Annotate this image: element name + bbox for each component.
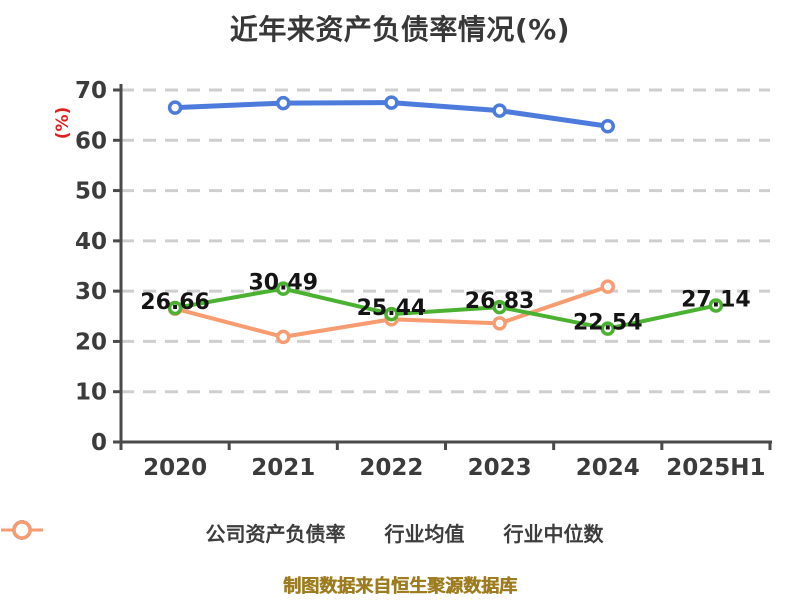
data-point (167, 100, 183, 115)
y-tick-label: 60 (75, 128, 107, 154)
y-tick-label: 70 (75, 78, 107, 104)
y-tick-label: 20 (75, 329, 107, 355)
legend-label-industry-median: 行业中位数 (503, 522, 604, 546)
data-point (276, 329, 291, 345)
x-tick-label: 2021 (251, 455, 315, 481)
data-point (492, 103, 507, 118)
data-point (167, 300, 183, 316)
data-label: 26.83 (465, 289, 535, 314)
data-point (276, 281, 291, 296)
data-label: 25.44 (357, 296, 427, 321)
chart-title: 近年来资产负债率情况(%) (229, 13, 571, 46)
data-point (492, 299, 507, 315)
y-tick-label: 40 (75, 229, 107, 255)
x-tick-label: 2020 (143, 455, 207, 481)
legend-label-industry-avg: 行业均值 (384, 522, 465, 546)
y-axis-unit-label: (%) (53, 107, 73, 140)
x-tick-label: 2023 (468, 455, 532, 481)
series-line (173, 286, 718, 331)
x-tick-label: 2025H1 (666, 455, 765, 481)
x-tick-label: 2022 (359, 455, 423, 481)
y-tick-label: 10 (75, 380, 107, 406)
data-point (276, 95, 291, 111)
legend: 公司资产负债率 行业均值 行业中位数 (0, 518, 800, 547)
data-label: 27.14 (681, 288, 751, 313)
legend-item-industry-median: 行业中位数 (1, 518, 604, 547)
data-point (492, 316, 507, 331)
legend-label-company: 公司资产负债率 (205, 522, 346, 546)
data-point (384, 306, 399, 322)
data-label: 30.49 (248, 271, 318, 296)
y-tick-label: 30 (75, 279, 107, 305)
y-tick-label: 0 (91, 430, 107, 456)
data-point (600, 118, 615, 134)
data-label: 26.66 (140, 290, 210, 315)
data-point (708, 298, 724, 313)
data-point (600, 321, 615, 336)
legend-item-industry-avg: 行业均值 (1, 518, 465, 547)
data-label: 22.54 (573, 311, 643, 336)
data-source-credit: 制图数据来自恒生聚源数据库 (283, 576, 517, 597)
data-point (600, 279, 615, 294)
x-tick-label: 2024 (576, 455, 640, 481)
data-point (384, 95, 399, 110)
legend-item-company: 公司资产负债率 (1, 518, 346, 547)
y-tick-label: 50 (75, 179, 107, 205)
